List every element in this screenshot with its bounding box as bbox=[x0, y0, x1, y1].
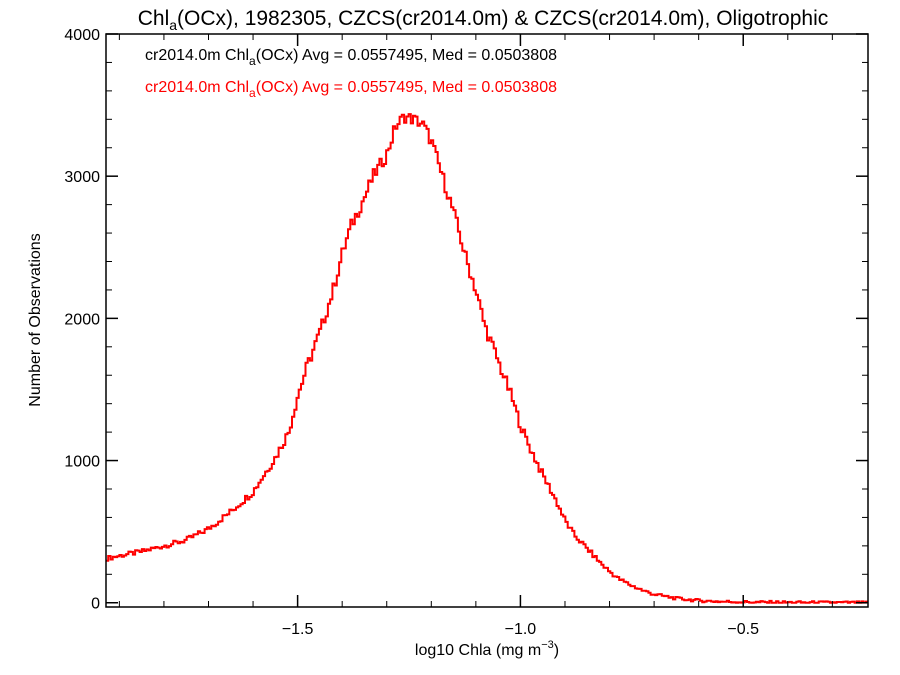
y-tick-label: 1000 bbox=[64, 454, 100, 471]
series-group bbox=[106, 113, 868, 604]
legend-entry-red: cr2014.0m Chla(OCx) Avg = 0.0557495, Med… bbox=[145, 79, 557, 100]
legend: cr2014.0m Chla(OCx) Avg = 0.0557495, Med… bbox=[145, 47, 557, 100]
x-axis-label: log10 Chla (mg m−3) bbox=[415, 639, 559, 659]
y-tick-label: 4000 bbox=[64, 27, 100, 44]
y-axis-label: Number of Observations bbox=[27, 233, 44, 406]
legend-entry-black: cr2014.0m Chla(OCx) Avg = 0.0557495, Med… bbox=[145, 47, 557, 68]
y-tick-label: 2000 bbox=[64, 311, 100, 328]
axis-ticks: −1.5 −1.0 −0.5 0 1000 2000 3000 4000 bbox=[64, 27, 868, 638]
y-tick-label: 0 bbox=[91, 596, 100, 613]
histogram-series-line bbox=[106, 113, 868, 604]
y-tick-label: 3000 bbox=[64, 169, 100, 186]
x-tick-label: −1.0 bbox=[505, 621, 537, 638]
x-tick-label: −0.5 bbox=[727, 621, 759, 638]
plot-frame bbox=[105, 33, 869, 608]
x-tick-label: −1.5 bbox=[282, 621, 314, 638]
chart-title: Chla(OCx), 1982305, CZCS(cr2014.0m) & CZ… bbox=[138, 7, 829, 33]
